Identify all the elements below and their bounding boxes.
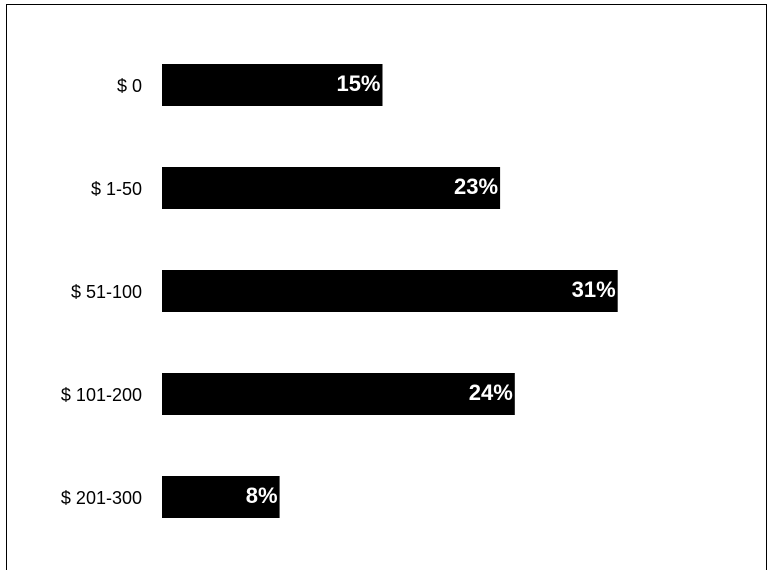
category-label: $ 0 (117, 76, 142, 96)
value-label: 24% (469, 380, 513, 405)
value-label: 31% (572, 277, 616, 302)
value-label: 23% (454, 174, 498, 199)
category-label: $ 201-300 (61, 488, 142, 508)
bar-1 (162, 167, 501, 209)
value-label: 15% (336, 71, 380, 96)
bar-0 (162, 64, 383, 106)
category-label: $ 101-200 (61, 385, 142, 405)
value-label: 8% (246, 483, 278, 508)
bar-4 (162, 476, 280, 518)
category-label: $ 51-100 (71, 282, 142, 302)
bar-3 (162, 373, 515, 415)
category-label: $ 1-50 (91, 179, 142, 199)
bar-2 (162, 270, 618, 312)
